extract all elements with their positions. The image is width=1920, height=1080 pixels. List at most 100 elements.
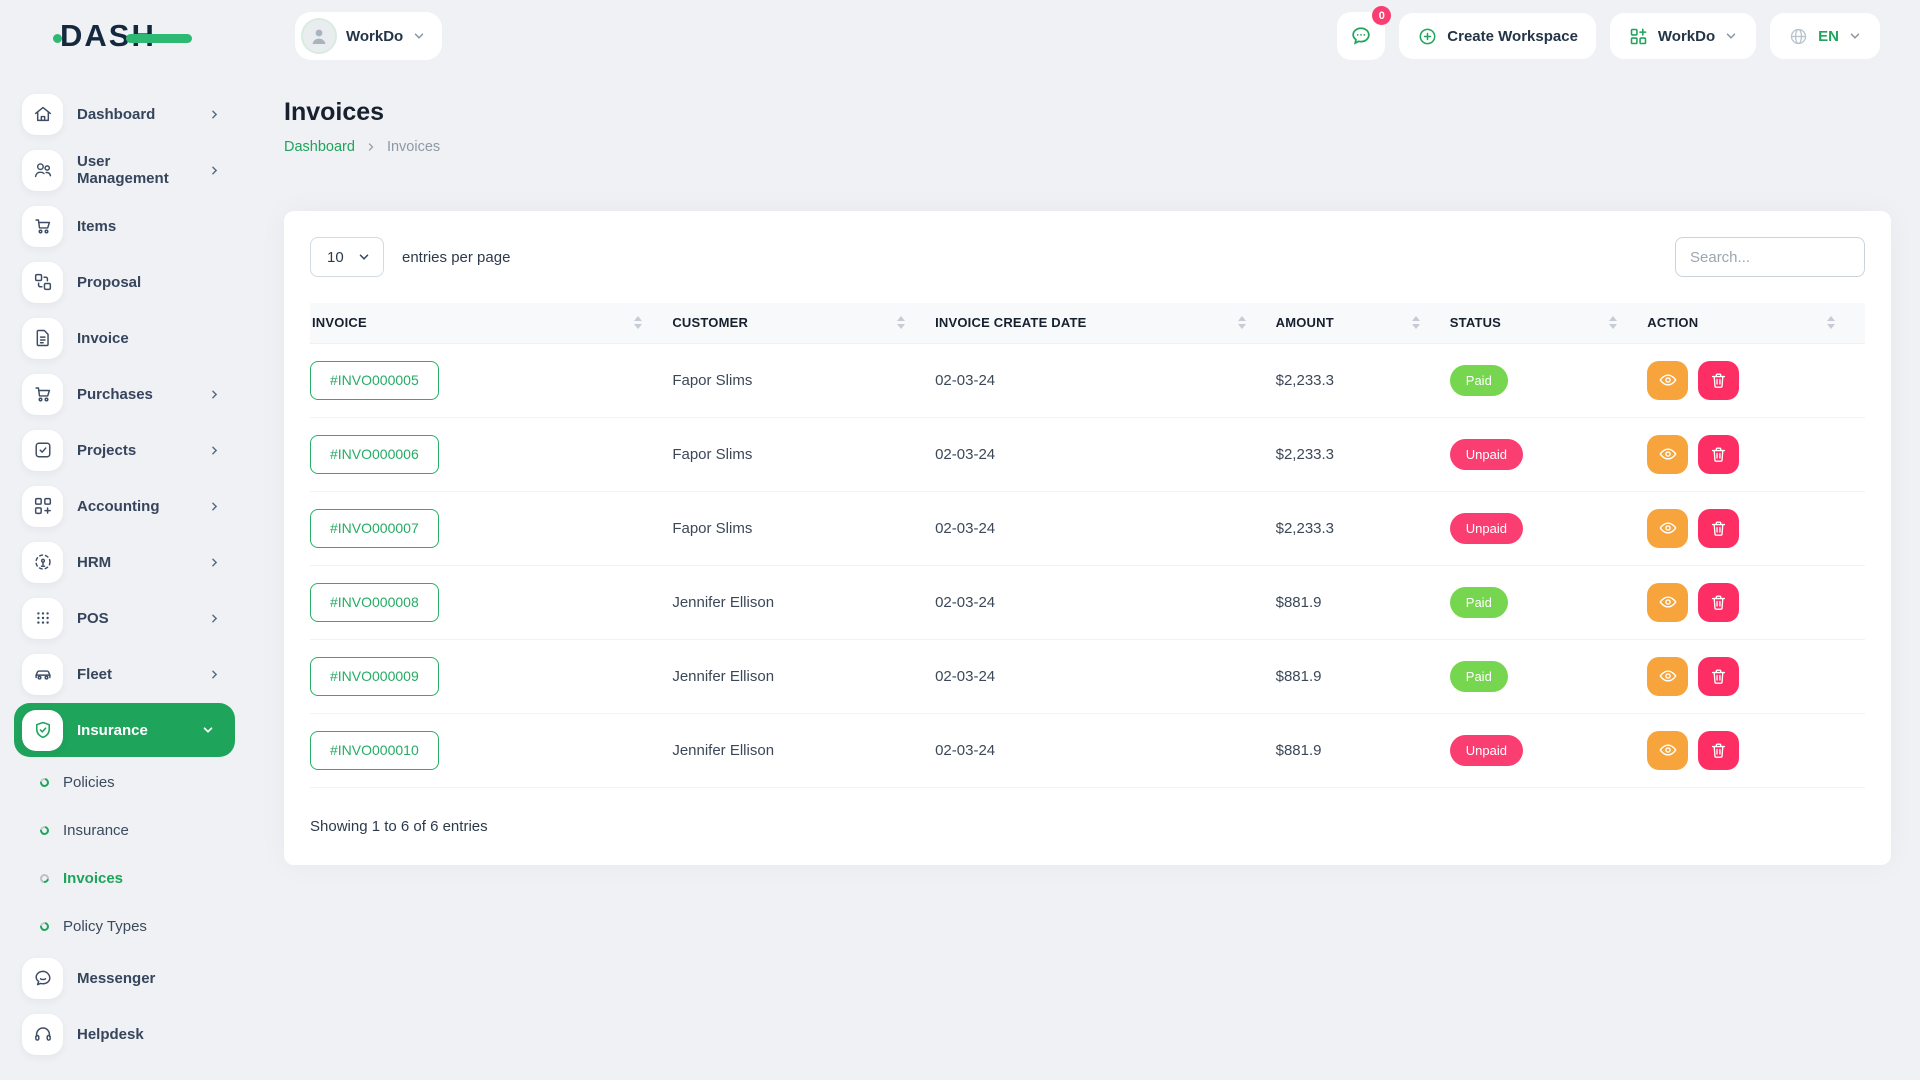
sidebar-subitem-policy-types[interactable]: Policy Types — [22, 902, 227, 950]
chevron-right-icon — [208, 668, 221, 681]
workdo-menu-label: WorkDo — [1657, 27, 1716, 45]
sort-icon — [1827, 316, 1835, 330]
eye-icon — [1659, 744, 1677, 756]
column-header-action[interactable]: ACTION — [1647, 303, 1865, 344]
sidebar-item-fleet[interactable]: Fleet — [22, 646, 227, 702]
chevron-down-icon — [1726, 33, 1736, 39]
sidebar-item-insurance[interactable]: Insurance — [14, 703, 235, 757]
workspace-name: WorkDo — [346, 27, 404, 45]
chevron-right-icon — [208, 612, 221, 625]
row-actions — [1647, 360, 1865, 400]
chevron-right-icon — [208, 444, 221, 457]
sidebar-item-projects[interactable]: Projects — [22, 422, 227, 478]
delete-invoice-button[interactable] — [1698, 434, 1740, 474]
sidebar-item-label: Proposal — [77, 273, 142, 291]
invoice-date-cell: 02-03-24 — [935, 565, 1276, 640]
sidebar-subitem-invoices[interactable]: Invoices — [22, 854, 227, 902]
chevron-right-icon — [208, 388, 221, 401]
breadcrumb-dashboard-link[interactable]: Dashboard — [284, 139, 355, 155]
chevron-down-icon — [1850, 33, 1860, 39]
sidebar-subitem-label: Invoices — [63, 869, 124, 887]
chevron-right-icon — [208, 500, 221, 513]
row-actions — [1647, 434, 1865, 474]
view-invoice-button[interactable] — [1647, 508, 1689, 548]
sidebar-item-hrm[interactable]: HRM — [22, 534, 227, 590]
delete-invoice-button[interactable] — [1698, 656, 1740, 696]
sidebar-item-proposal[interactable]: Proposal — [22, 254, 227, 310]
logo-dot — [53, 34, 62, 43]
invoice-link[interactable]: #INVO000010 — [310, 730, 439, 770]
table-row: #INVO000007 Fapor Slims 02-03-24 $2,233.… — [310, 491, 1865, 566]
globe-icon — [1791, 28, 1807, 44]
shield-check-icon — [22, 709, 63, 751]
sidebar-item-helpdesk[interactable]: Helpdesk — [22, 1006, 227, 1062]
trash-icon — [1712, 520, 1726, 536]
language-selector[interactable]: EN — [1770, 13, 1880, 59]
sidebar-subitem-insurance[interactable]: Insurance — [22, 806, 227, 854]
entries-per-page-label: entries per page — [402, 248, 511, 266]
workdo-menu-button[interactable]: WorkDo — [1609, 13, 1757, 59]
customer-cell: Jennifer Ellison — [672, 713, 936, 788]
row-actions — [1647, 582, 1865, 622]
invoice-date-cell: 02-03-24 — [935, 343, 1276, 418]
bullet-icon — [38, 775, 51, 789]
chevron-down-icon — [201, 723, 215, 737]
delete-invoice-button[interactable] — [1698, 360, 1740, 400]
invoice-date-cell: 02-03-24 — [935, 713, 1276, 788]
sidebar-item-items[interactable]: Items — [22, 198, 227, 254]
sort-icon — [1411, 316, 1420, 330]
top-header: DASH WorkDo 0 Create Workspace Wor — [0, 0, 1920, 72]
invoice-date-cell: 02-03-24 — [935, 639, 1276, 714]
table-row: #INVO000008 Jennifer Ellison 02-03-24 $8… — [310, 565, 1865, 640]
column-header-customer[interactable]: CUSTOMER — [672, 303, 936, 344]
sidebar-item-label: Helpdesk — [77, 1025, 144, 1043]
entries-per-page-select[interactable]: 10 — [310, 237, 384, 277]
delete-invoice-button[interactable] — [1698, 730, 1740, 770]
invoice-link[interactable]: #INVO000006 — [310, 434, 439, 474]
sidebar-item-label: Insurance — [77, 721, 148, 739]
view-invoice-button[interactable] — [1647, 656, 1689, 696]
entries-per-page-value: 10 — [327, 248, 344, 266]
sidebar-item-purchases[interactable]: Purchases — [22, 366, 227, 422]
column-header-invoice[interactable]: INVOICE — [310, 303, 673, 344]
car-icon — [22, 653, 63, 695]
eye-icon — [1659, 670, 1677, 682]
sidebar-item-label: Messenger — [77, 969, 156, 987]
invoice-link[interactable]: #INVO000008 — [310, 582, 439, 622]
sidebar-item-pos[interactable]: POS — [22, 590, 227, 646]
column-header-status[interactable]: STATUS — [1449, 303, 1648, 344]
delete-invoice-button[interactable] — [1698, 582, 1740, 622]
view-invoice-button[interactable] — [1647, 434, 1689, 474]
dots-grid-icon — [22, 597, 63, 639]
column-header-invoice-create-date[interactable]: INVOICE CREATE DATE — [935, 303, 1276, 344]
page-title: Invoices — [284, 98, 385, 126]
status-badge: Paid — [1449, 586, 1508, 618]
invoice-link[interactable]: #INVO000009 — [310, 656, 439, 696]
sidebar-subitem-policies[interactable]: Policies — [22, 758, 227, 806]
status-badge: Unpaid — [1449, 512, 1523, 544]
delete-invoice-button[interactable] — [1698, 508, 1740, 548]
entries-summary: Showing 1 to 6 of 6 entries — [310, 817, 488, 835]
view-invoice-button[interactable] — [1647, 582, 1689, 622]
table-row: #INVO000006 Fapor Slims 02-03-24 $2,233.… — [310, 417, 1865, 492]
invoice-link[interactable]: #INVO000005 — [310, 360, 439, 400]
invoice-link[interactable]: #INVO000007 — [310, 508, 439, 548]
sidebar-item-invoice[interactable]: Invoice — [22, 310, 227, 366]
sidebar-item-dashboard[interactable]: Dashboard — [22, 86, 227, 142]
sidebar-item-messenger[interactable]: Messenger — [22, 950, 227, 1006]
row-actions — [1647, 656, 1865, 696]
create-workspace-button[interactable]: Create Workspace — [1399, 13, 1596, 59]
view-invoice-button[interactable] — [1647, 730, 1689, 770]
headset-icon — [22, 1013, 63, 1055]
sidebar-item-accounting[interactable]: Accounting — [22, 478, 227, 534]
workspace-switcher[interactable]: WorkDo — [295, 12, 443, 60]
amount-cell: $881.9 — [1275, 565, 1450, 640]
table-row: #INVO000005 Fapor Slims 02-03-24 $2,233.… — [310, 343, 1865, 418]
view-invoice-button[interactable] — [1647, 360, 1689, 400]
messages-button[interactable]: 0 — [1337, 6, 1392, 60]
column-header-amount[interactable]: AMOUNT — [1275, 303, 1450, 344]
sidebar-item-user-management[interactable]: User Management — [22, 142, 227, 198]
status-badge: Paid — [1449, 364, 1508, 396]
search-input[interactable] — [1675, 237, 1865, 277]
brand-logo[interactable]: DASH — [53, 18, 210, 54]
